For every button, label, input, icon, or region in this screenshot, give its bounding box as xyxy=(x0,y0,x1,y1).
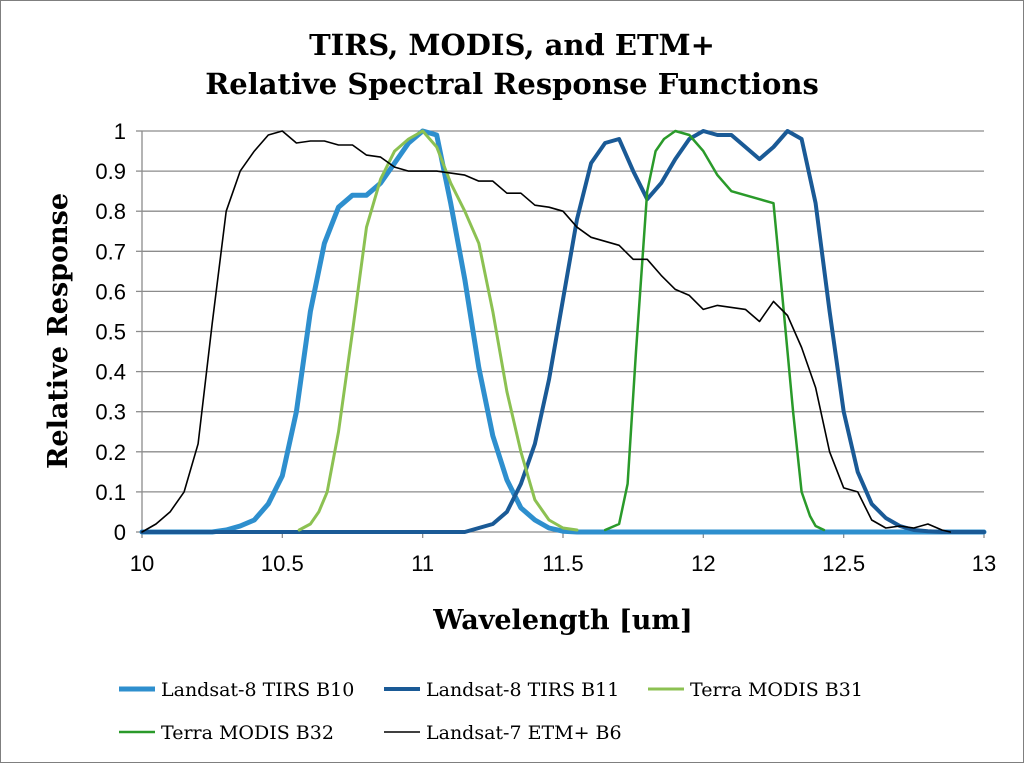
y-tick-label-1: 0.1 xyxy=(95,480,126,505)
y-tick-label-0: 0 xyxy=(114,520,126,545)
legend-label-1: Landsat-8 TIRS B11 xyxy=(426,679,619,701)
x-tick-label-0: 10 xyxy=(130,551,154,576)
series-line-2 xyxy=(297,129,579,532)
series-line-4 xyxy=(141,130,952,533)
legend-label-0: Landsat-8 TIRS B10 xyxy=(161,679,354,701)
x-tick-label-1: 10.5 xyxy=(261,551,304,576)
x-tick-label-2: 11 xyxy=(411,551,434,576)
y-tick-label-10: 1 xyxy=(114,119,126,144)
chart-title-line-2: Relative Spectral Response Functions xyxy=(205,67,819,101)
x-axis-title: Wavelength [um] xyxy=(432,605,693,636)
gridlines xyxy=(142,130,984,493)
legend-item-1: Landsat-8 TIRS B11 xyxy=(384,679,619,701)
legend-label-4: Landsat-7 ETM+ B6 xyxy=(426,722,622,744)
chart-title: TIRS, MODIS, and ETM+ Relative Spectral … xyxy=(205,28,819,101)
series-line-1 xyxy=(140,129,986,534)
legend-item-2: Terra MODIS B31 xyxy=(648,679,863,701)
y-tick-label-8: 0.8 xyxy=(95,199,126,224)
chart-title-line-1: TIRS, MODIS, and ETM+ xyxy=(309,28,715,62)
y-tick-label-9: 0.9 xyxy=(95,159,126,184)
y-tick-label-7: 0.7 xyxy=(95,239,126,264)
axes xyxy=(136,130,985,538)
legend-label-3: Terra MODIS B32 xyxy=(161,722,334,744)
legend-item-3: Terra MODIS B32 xyxy=(119,722,334,744)
y-tick-label-2: 0.2 xyxy=(95,440,126,465)
tick-labels: 10 10.5 11 11.5 12 12.5 13 0 0.1 0.2 0.3 0.4 0.5 0.6 0… xyxy=(95,119,996,576)
x-tick-label-5: 12.5 xyxy=(822,551,865,576)
y-axis-title: Relative Response xyxy=(43,193,74,469)
y-tick-label-4: 0.4 xyxy=(95,360,126,385)
y-tick-label-3: 0.3 xyxy=(95,400,126,425)
series-lines xyxy=(139,128,987,535)
legend: Landsat-8 TIRS B10 Landsat-8 TIRS B11 Terr… xyxy=(119,679,863,744)
y-tick-label-6: 0.6 xyxy=(95,279,126,304)
legend-label-2: Terra MODIS B31 xyxy=(690,679,863,701)
series-line-3 xyxy=(603,129,826,532)
series-line-0 xyxy=(139,128,987,535)
x-tick-label-4: 12 xyxy=(691,551,715,576)
x-tick-label-3: 11.5 xyxy=(542,551,583,576)
x-tick-label-6: 13 xyxy=(972,551,996,576)
legend-item-0: Landsat-8 TIRS B10 xyxy=(119,679,354,701)
y-tick-label-5: 0.5 xyxy=(95,320,126,345)
legend-item-4: Landsat-7 ETM+ B6 xyxy=(384,722,622,744)
